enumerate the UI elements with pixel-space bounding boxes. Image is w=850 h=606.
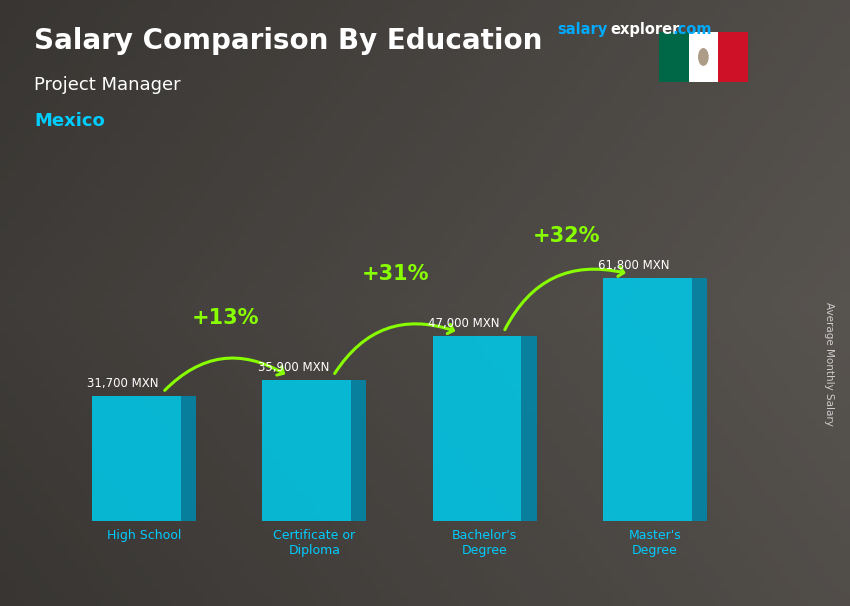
- Text: salary: salary: [557, 22, 607, 38]
- Text: +13%: +13%: [191, 308, 259, 328]
- Text: .com: .com: [672, 22, 711, 38]
- Polygon shape: [351, 380, 366, 521]
- Text: 47,000 MXN: 47,000 MXN: [428, 317, 500, 330]
- Text: Salary Comparison By Education: Salary Comparison By Education: [34, 27, 542, 55]
- Polygon shape: [92, 396, 180, 521]
- Text: 61,800 MXN: 61,800 MXN: [598, 259, 670, 272]
- Polygon shape: [692, 278, 707, 521]
- Text: explorer: explorer: [610, 22, 680, 38]
- Bar: [718, 32, 748, 82]
- Polygon shape: [180, 396, 196, 521]
- Circle shape: [698, 48, 709, 66]
- Text: Average Monthly Salary: Average Monthly Salary: [824, 302, 834, 425]
- Bar: [659, 32, 688, 82]
- Text: 35,900 MXN: 35,900 MXN: [258, 361, 329, 374]
- Text: +31%: +31%: [362, 264, 429, 284]
- Text: Project Manager: Project Manager: [34, 76, 180, 94]
- Polygon shape: [604, 278, 692, 521]
- Polygon shape: [263, 380, 351, 521]
- Polygon shape: [433, 336, 521, 521]
- Text: +32%: +32%: [532, 226, 600, 246]
- Bar: [688, 32, 718, 82]
- Polygon shape: [521, 336, 536, 521]
- Text: Mexico: Mexico: [34, 112, 105, 130]
- Text: 31,700 MXN: 31,700 MXN: [88, 378, 159, 390]
